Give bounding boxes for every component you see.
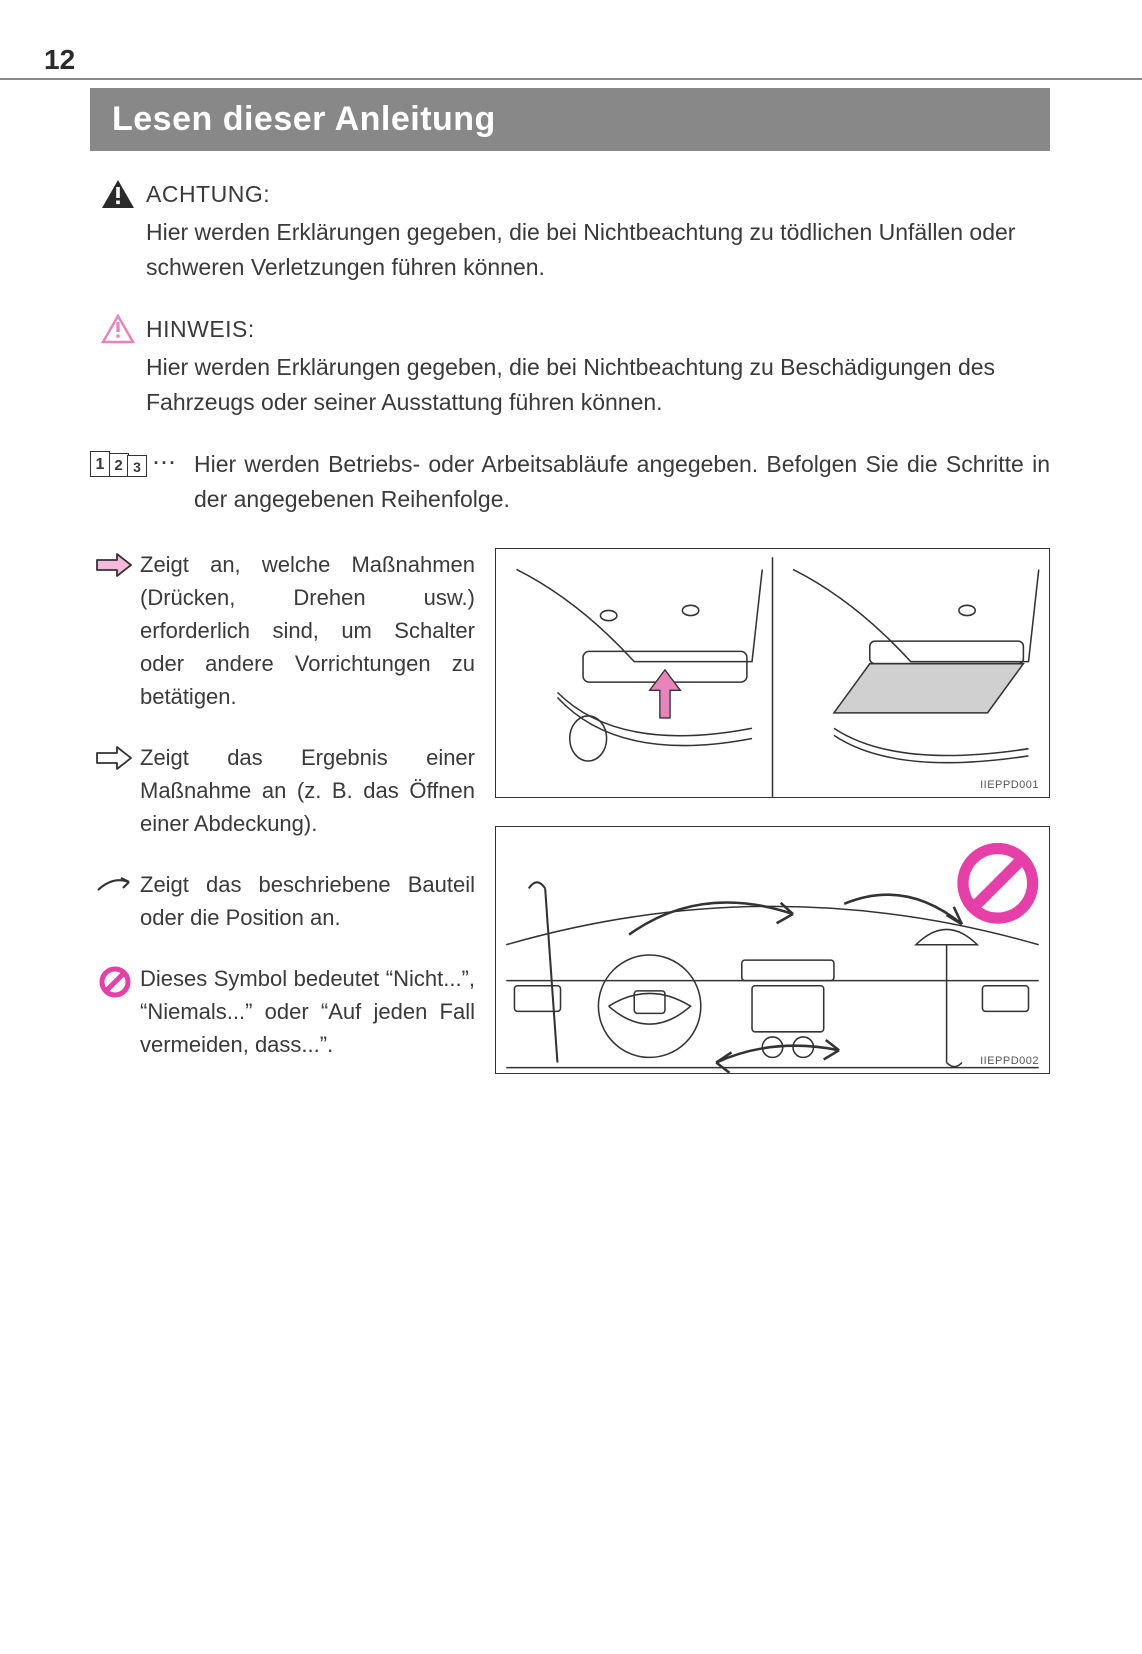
step-box-3: 3 xyxy=(127,455,147,477)
outline-arrow-icon xyxy=(95,745,135,771)
figure-1: IIEPPD001 xyxy=(495,548,1050,798)
result-arrow-item: Zeigt das Ergebnis einer Maßnahme an (z.… xyxy=(90,741,475,840)
notice-label: HINWEIS: xyxy=(146,312,1050,348)
section-header: Lesen dieser Anleitung xyxy=(90,88,1050,151)
warning-block: ACHTUNG: Hier werden Erklärungen gegeben… xyxy=(90,177,1050,286)
top-rule xyxy=(0,78,1142,80)
notice-text: Hier werden Erklärungen gegeben, die bei… xyxy=(146,350,1050,421)
page-number: 12 xyxy=(44,44,75,76)
action-arrow-item: Zeigt an, welche Maßnahmen (Drücken, Dre… xyxy=(90,548,475,713)
steps-block: 1 2 3 ··· Hier werden Betriebs- oder Arb… xyxy=(90,447,1050,518)
figure-2-illustration xyxy=(496,827,1049,1081)
warning-triangle-icon xyxy=(101,179,135,209)
prohibit-text: Dieses Symbol bedeutet “Nicht...”, “Niem… xyxy=(140,962,475,1061)
figure-2: IIEPPD002 xyxy=(495,826,1050,1074)
prohibit-icon xyxy=(99,966,131,998)
figures-col: IIEPPD001 xyxy=(495,548,1050,1102)
indicate-arrow-item: Zeigt das beschriebene Bauteil oder die … xyxy=(90,868,475,934)
notice-block: HINWEIS: Hier werden Erklärungen gegeben… xyxy=(90,312,1050,421)
result-arrow-text: Zeigt das Ergebnis einer Maßnahme an (z.… xyxy=(140,741,475,840)
symbol-list: Zeigt an, welche Maßnahmen (Drücken, Dre… xyxy=(90,548,475,1102)
prohibit-overlay-icon xyxy=(963,849,1033,919)
step-box-2: 2 xyxy=(109,453,129,477)
action-arrow-text: Zeigt an, welche Maßnahmen (Drücken, Dre… xyxy=(140,548,475,713)
figure-2-label: IIEPPD002 xyxy=(980,1055,1039,1067)
pink-arrow-up xyxy=(650,670,681,718)
step-dots: ··· xyxy=(154,453,178,474)
figure-1-label: IIEPPD001 xyxy=(980,779,1039,791)
prohibit-item: Dieses Symbol bedeutet “Nicht...”, “Niem… xyxy=(90,962,475,1061)
thin-arrow-icon xyxy=(95,872,135,898)
figure-1-illustration xyxy=(496,549,1049,805)
step-box-1: 1 xyxy=(90,451,110,477)
filled-arrow-icon xyxy=(95,552,135,578)
two-col-area: Zeigt an, welche Maßnahmen (Drücken, Dre… xyxy=(90,548,1050,1102)
steps-icon: 1 2 3 ··· xyxy=(90,447,194,518)
notice-triangle-icon xyxy=(101,314,135,344)
steps-text: Hier werden Betriebs- oder Arbeitsabläuf… xyxy=(194,447,1050,518)
indicate-arrow-text: Zeigt das beschriebene Bauteil oder die … xyxy=(140,868,475,934)
warning-label: ACHTUNG: xyxy=(146,177,1050,213)
content-area: Lesen dieser Anleitung ACHTUNG: Hier wer… xyxy=(90,88,1050,1102)
warning-text: Hier werden Erklärungen gegeben, die bei… xyxy=(146,215,1050,286)
